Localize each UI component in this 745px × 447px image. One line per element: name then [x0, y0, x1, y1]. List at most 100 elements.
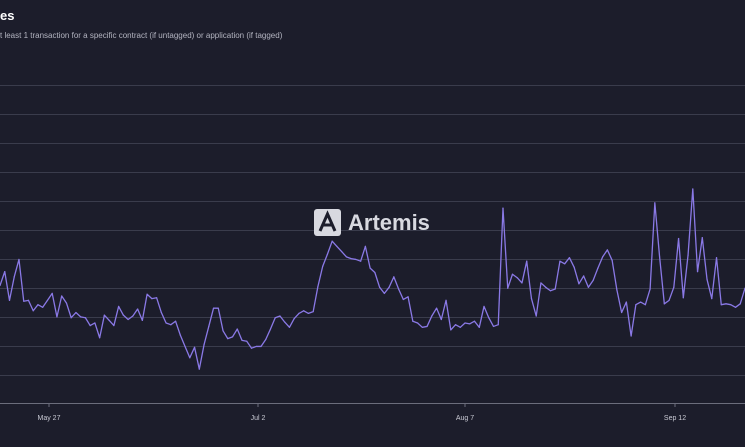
data-point [61, 295, 63, 297]
data-point [369, 267, 371, 269]
data-point [402, 298, 404, 301]
data-point [336, 245, 338, 247]
data-point [635, 304, 637, 306]
data-point [559, 260, 561, 262]
data-point [502, 207, 504, 209]
data-point [132, 315, 134, 317]
data-point [4, 271, 6, 273]
data-point [331, 240, 333, 242]
data-point [113, 324, 115, 327]
data-point [592, 279, 594, 281]
data-point [658, 256, 661, 258]
data-point [426, 325, 428, 328]
data-point [720, 304, 722, 306]
data-point [568, 257, 571, 259]
data-point [288, 326, 291, 328]
data-point [393, 276, 395, 278]
data-point [141, 319, 143, 321]
data-point [345, 256, 347, 258]
data-point [255, 345, 257, 348]
data-point [478, 326, 480, 328]
data-point [208, 325, 210, 328]
data-point [663, 303, 665, 305]
data-point [715, 257, 718, 259]
data-point [673, 286, 675, 288]
data-point [23, 300, 25, 302]
data-point [37, 304, 39, 306]
data-point [706, 278, 708, 281]
data-point [692, 188, 694, 190]
data-point [326, 253, 329, 255]
data-point [374, 271, 376, 274]
data-point [554, 288, 556, 290]
data-point [383, 292, 385, 294]
series-line [0, 188, 745, 370]
data-point [625, 301, 627, 303]
data-point [122, 314, 124, 316]
data-point [530, 298, 533, 300]
x-tick-label: Aug 7 [456, 415, 474, 422]
data-point [616, 289, 618, 291]
data-point [350, 257, 352, 260]
data-point [99, 337, 101, 339]
data-point [127, 318, 129, 321]
data-point [165, 322, 167, 324]
data-point [189, 357, 191, 359]
data-point [298, 312, 300, 314]
data-point [118, 305, 120, 308]
data-point [227, 338, 229, 340]
artemis-logo-mark [318, 210, 337, 232]
x-tick-label: May 27 [38, 415, 61, 422]
chart-title: es [0, 8, 15, 23]
data-point [8, 299, 11, 301]
data-point [587, 286, 590, 288]
data-point [516, 277, 518, 279]
data-point [412, 320, 414, 322]
data-point [364, 245, 366, 247]
watermark-text: Artemis [348, 210, 430, 235]
data-point [407, 296, 409, 298]
data-point [507, 287, 509, 289]
data-point [160, 311, 162, 314]
data-point [540, 282, 542, 284]
data-point [549, 290, 552, 292]
data-point [488, 317, 490, 319]
data-point [701, 237, 703, 239]
data-point [42, 306, 44, 308]
data-point [241, 339, 243, 341]
data-point [51, 292, 53, 294]
data-point [696, 271, 699, 273]
data-point [421, 326, 423, 328]
data-point [246, 340, 248, 342]
data-point [379, 286, 381, 288]
data-point [236, 328, 238, 330]
data-point [388, 286, 390, 288]
data-point [222, 330, 224, 332]
data-point [535, 315, 537, 317]
data-point [583, 275, 585, 277]
data-point [184, 345, 186, 348]
data-point [654, 202, 656, 204]
data-point [265, 338, 267, 341]
data-point [511, 273, 514, 275]
data-point [46, 299, 49, 301]
data-point [317, 285, 319, 288]
series-points [0, 188, 745, 370]
data-point [231, 336, 234, 338]
data-point [355, 258, 357, 261]
data-point [611, 259, 613, 261]
data-point [711, 298, 713, 300]
data-point [151, 298, 153, 300]
data-point [545, 286, 547, 288]
data-point [682, 297, 684, 299]
data-point [360, 260, 362, 262]
data-point [307, 312, 310, 314]
data-point [473, 320, 476, 322]
data-point [198, 368, 200, 370]
data-point [89, 324, 91, 327]
data-point [450, 329, 452, 331]
data-point [32, 310, 34, 312]
data-point [179, 334, 181, 336]
grid-lines [0, 85, 745, 376]
